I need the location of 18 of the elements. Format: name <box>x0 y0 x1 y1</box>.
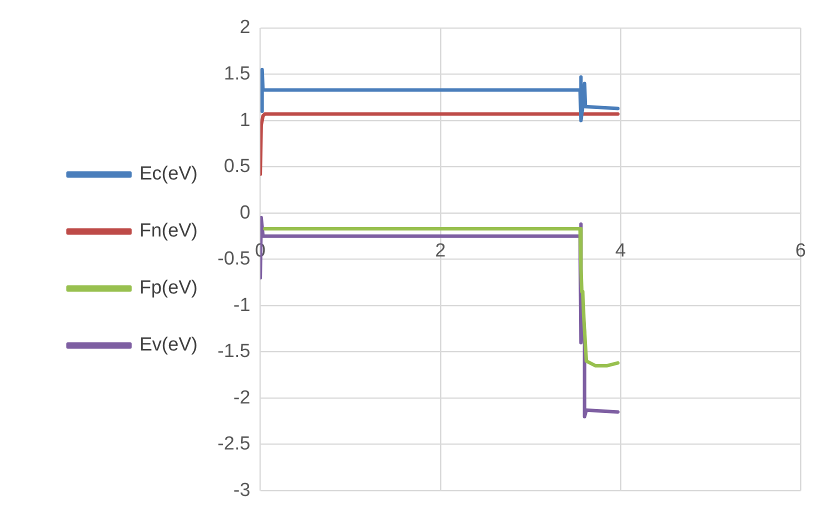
legend-label: Fp(eV) <box>140 278 198 299</box>
legend-label: Fn(eV) <box>140 220 198 242</box>
legend-label: Ec(eV) <box>140 164 198 185</box>
y-tick-label: -1 <box>233 294 250 316</box>
y-tick-label: 1.5 <box>224 63 250 84</box>
y-tick-label: 0.5 <box>224 156 250 178</box>
y-tick-label: 0 <box>240 202 250 224</box>
y-tick-label: -2.5 <box>218 434 250 455</box>
x-tick-label: 6 <box>795 240 806 262</box>
x-tick-label: 4 <box>615 240 626 262</box>
y-tick-label: -2 <box>233 387 250 408</box>
y-tick-label: -3 <box>233 480 250 501</box>
y-tick-label: 1 <box>240 110 250 131</box>
y-tick-label: -0.5 <box>218 248 250 270</box>
y-tick-label: -1.5 <box>218 341 250 362</box>
x-tick-label: 2 <box>435 240 446 262</box>
legend-label: Ev(eV) <box>140 334 198 356</box>
y-tick-label: 2 <box>240 17 250 38</box>
